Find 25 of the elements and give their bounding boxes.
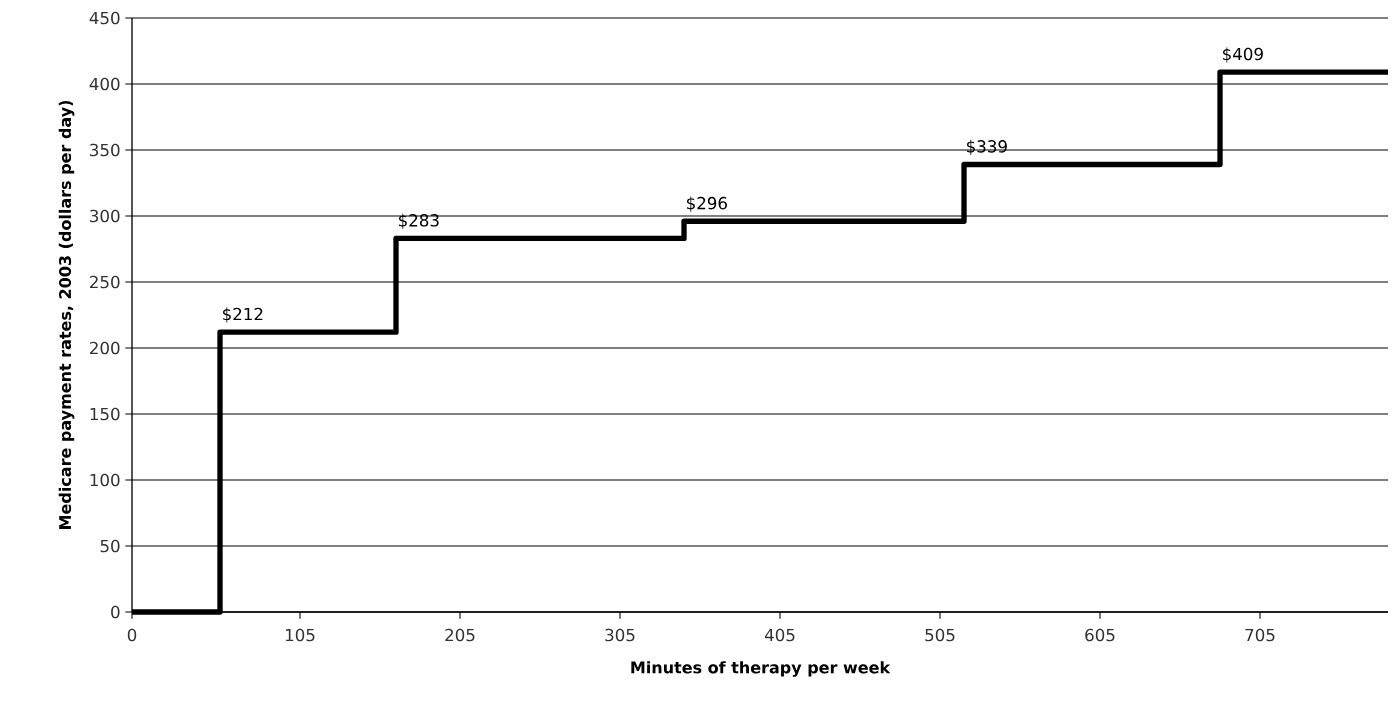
x-tick-label: 305 (605, 628, 635, 642)
x-tick-label: 405 (764, 628, 795, 642)
y-tick-label: 450 (89, 11, 120, 25)
y-axis-title: Medicare payment rates, 2003 (dollars per day) (58, 100, 75, 529)
y-tick-label: 350 (90, 143, 120, 157)
y-tick-label: 100 (90, 473, 120, 487)
y-tick-label: 250 (90, 275, 120, 289)
x-tick-label: 205 (445, 628, 475, 642)
x-tick-label: 0 (127, 628, 137, 642)
x-tick-label: 505 (925, 628, 955, 642)
y-tick-label: 50 (100, 539, 120, 553)
y-tick-label: 150 (90, 407, 120, 421)
data-label: $409 (1222, 47, 1263, 63)
x-tick-label: 705 (1245, 628, 1275, 642)
data-label: $283 (398, 213, 439, 229)
x-axis-title: Minutes of therapy per week (631, 661, 891, 677)
data-label: $339 (966, 139, 1007, 155)
data-label: $212 (222, 307, 263, 323)
x-tick-label: 105 (285, 628, 315, 642)
data-label: $296 (686, 196, 727, 212)
y-tick-label: 0 (111, 605, 120, 619)
x-tick-label: 605 (1085, 628, 1115, 642)
y-tick-label: 400 (89, 77, 120, 91)
y-tick-label: 300 (90, 209, 120, 223)
y-tick-label: 200 (90, 341, 120, 355)
